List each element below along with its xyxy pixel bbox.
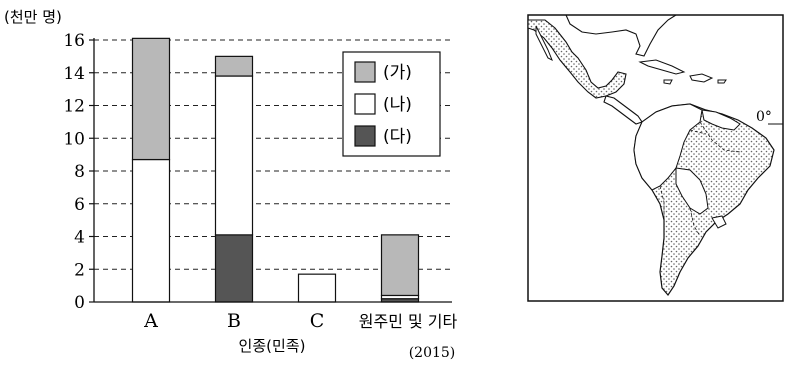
bar-segment-원주민-및-기타-3 [380, 234, 420, 297]
y-axis-ticks: 0 2 4 6 8 10 12 14 16 [63, 31, 94, 313]
legend-label: (가) [383, 63, 412, 83]
bar-segment-A-2 [131, 158, 171, 303]
y-tick-label: 14 [63, 64, 85, 84]
bar-segment-C-2 [297, 273, 337, 303]
baja-peninsula [535, 25, 553, 62]
y-tick-label: 0 [74, 293, 85, 313]
unit-label: (천만 명) [4, 8, 62, 26]
category-label: B [227, 310, 241, 332]
bar-segment-A-3 [131, 37, 171, 161]
bolivia-paraguay [675, 167, 709, 215]
uruguay [711, 215, 727, 229]
y-tick-label: 8 [74, 162, 85, 182]
bar-segment-B-2 [214, 75, 254, 236]
y-tick-label: 16 [63, 31, 85, 51]
legend-label: (다) [383, 127, 412, 147]
country-borders [659, 121, 741, 237]
cuba [638, 59, 686, 75]
category-label: A [143, 310, 158, 332]
x-axis-title: 인종(민족) [239, 337, 306, 355]
y-tick-label: 12 [63, 97, 85, 117]
legend: (가) (나) (다) [342, 51, 441, 157]
bars [131, 37, 420, 303]
mexico-region [527, 19, 627, 99]
latin-america-map: 0° [527, 14, 784, 302]
bar-segment-B-1 [214, 234, 254, 303]
bar-segment-B-3 [214, 55, 254, 77]
category-label: 원주민 및 기타 [359, 312, 458, 331]
y-tick-label: 6 [74, 195, 85, 215]
central-america [603, 95, 643, 125]
equator-label: 0° [756, 109, 772, 125]
y-tick-label: 4 [74, 228, 85, 248]
y-tick-label: 10 [63, 129, 85, 149]
puerto-rico [717, 79, 727, 84]
hispaniola [689, 73, 714, 83]
legend-label: (나) [383, 95, 412, 115]
legend-swatch [354, 125, 376, 147]
legend-swatch [354, 93, 376, 115]
year-note: (2015) [409, 345, 456, 361]
us-coast [565, 14, 677, 57]
category-label: C [310, 310, 325, 332]
andean-north [633, 103, 703, 191]
guianas [701, 109, 741, 131]
y-tick-label: 2 [74, 260, 85, 280]
jamaica [663, 79, 673, 85]
legend-swatch [354, 61, 376, 83]
x-axis-ticks: A B C 원주민 및 기타 [143, 310, 457, 332]
